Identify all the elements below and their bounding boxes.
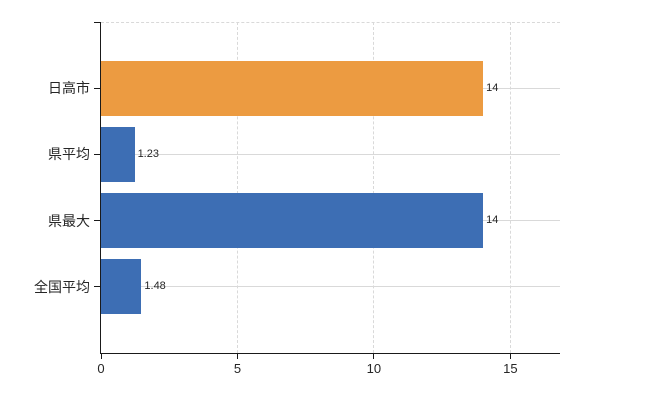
bar-value-label: 14 [486,214,499,227]
gridline-vertical [373,22,375,353]
x-tick-label: 0 [97,361,105,376]
x-axis-tick [373,353,375,359]
category-label: 県平均 [48,146,90,163]
plot-top-border [101,22,560,23]
y-axis-tick [94,153,101,155]
y-axis-tick [94,87,101,89]
x-tick-label: 10 [366,361,382,376]
x-tick-label: 5 [233,361,242,376]
gridline-horizontal [101,286,560,288]
y-axis-tick [94,220,101,222]
x-axis-tick [100,353,102,359]
gridline-vertical [236,22,238,353]
category-label: 県最大 [48,212,90,229]
x-axis-line [99,352,560,354]
bar [101,259,142,315]
category-label: 日高市 [48,80,90,97]
bar [101,193,484,249]
gridline-vertical [509,22,511,353]
y-axis-top-tick [94,21,101,23]
x-tick-label: 15 [503,361,518,376]
bar [101,126,135,182]
y-axis-tick [94,286,101,288]
x-axis-tick [236,353,238,359]
bar-value-label: 1.23 [137,147,159,160]
bar-value-label: 1.48 [144,280,166,293]
gridline-horizontal [101,153,560,155]
bar [101,60,484,116]
bar-value-label: 14 [486,81,499,94]
x-axis-tick [509,353,511,359]
y-axis-line [99,22,101,354]
category-label: 全国平均 [34,278,90,295]
